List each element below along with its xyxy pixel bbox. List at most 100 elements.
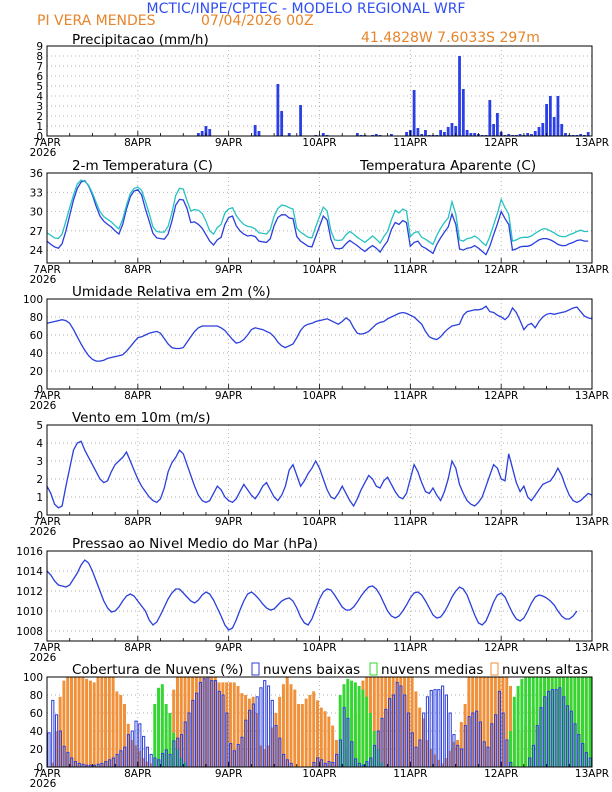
cloud-bar-high [263, 749, 267, 767]
legend-low: nuvens baixas [263, 662, 360, 678]
cloud-bar-high [62, 680, 66, 767]
cloud-bar-mid [338, 695, 342, 767]
cloud-bar-high [274, 713, 278, 767]
wind-ytick-label: 4 [36, 438, 43, 450]
pressure-ytick-label: 1008 [16, 626, 43, 638]
cloud-bar-high [509, 686, 513, 767]
precip-bar [518, 134, 522, 136]
precip-bar [253, 125, 257, 136]
cloud-bar-high [463, 704, 467, 767]
pressure-ytick-label: 1016 [16, 546, 43, 558]
cloud-bar-high [213, 677, 217, 767]
precip-bar [533, 131, 537, 136]
cloud-bar-mid [577, 677, 581, 767]
cloud-bar-high [122, 704, 126, 767]
cloud-bar-high [221, 682, 225, 767]
cloud-bar-high [501, 677, 505, 767]
cloud-bar-high [191, 677, 195, 767]
cloud-bar-mid [168, 713, 172, 767]
temperature-series-1 [46, 179, 589, 247]
cloud-bar-mid [565, 677, 569, 767]
cloud-bar-high [66, 677, 70, 767]
clouds-ytick-label: 60 [30, 708, 43, 720]
pressure-series-0 [46, 559, 578, 631]
pressure-xtick-label: 8APR [124, 642, 152, 654]
wind-xtick-label: 11APR [393, 516, 427, 528]
clouds-ytick-label: 80 [30, 690, 43, 702]
cloud-bar-high [104, 677, 108, 767]
wind-xtick-label: 8APR [124, 516, 152, 528]
legend-high: nuvens altas [502, 662, 588, 678]
cloud-bar-high [293, 689, 297, 767]
cloud-bar-low [51, 699, 55, 768]
wind-ytick-label: 2 [36, 474, 43, 486]
cloud-bar-high [482, 677, 486, 767]
cloud-bar-mid [569, 677, 573, 767]
pressure-title: Pressao ao Nivel Medio do Mar (hPa) [72, 536, 318, 552]
cloud-bar-high [115, 691, 119, 767]
cloud-bar-high [54, 731, 58, 767]
clouds-ytick-label: 100 [23, 672, 43, 684]
precip-ytick-label: 7 [36, 61, 43, 73]
humidity-xtick-label: 10APR [302, 390, 336, 402]
cloud-bar-high [403, 677, 407, 767]
humidity-title: Umidade Relativa em 2m (%) [72, 284, 271, 300]
wind-ytick-label: 3 [36, 456, 43, 468]
wind-ytick-label: 5 [36, 420, 43, 432]
precip-bar [208, 129, 212, 136]
cloud-bar-high [437, 759, 441, 767]
humidity-xtick-label: 11APR [393, 390, 427, 402]
pressure-ytick-label: 1010 [16, 606, 43, 618]
clouds-xtick-label: 11APR [393, 768, 427, 780]
cloud-bar-high [433, 754, 437, 767]
precip-title: Precipitacao (mm/h) [72, 32, 209, 48]
temperature-ytick-label: 27 [30, 226, 43, 238]
cloud-bar-mid [372, 731, 376, 767]
cloud-bar-high [126, 723, 130, 767]
cloud-bar-mid [524, 677, 528, 767]
cloud-bar-high [372, 677, 376, 767]
cloud-bar-high [387, 677, 391, 767]
precip-ytick-label: 3 [36, 101, 43, 113]
cloud-bar-high [130, 740, 134, 767]
precip-bar [564, 133, 567, 136]
cloud-bar-high [319, 707, 323, 767]
cloud-bar-high [228, 682, 232, 767]
cloud-bar-mid [554, 677, 558, 767]
precip-bar [556, 96, 560, 136]
humidity-ytick-label: 20 [30, 366, 43, 378]
cloud-bar-mid [543, 677, 547, 767]
cloud-bar-high [202, 677, 206, 767]
cloud-bar-mid [164, 704, 168, 767]
cloud-bar-high [96, 677, 100, 767]
precip-xtick-label: 13APR [575, 137, 609, 149]
precip-bar [488, 100, 492, 136]
cloud-bar-mid [539, 677, 543, 767]
temperature-series-0 [46, 179, 589, 256]
precip-bar [200, 131, 204, 136]
legend-mid: nuvens medias [381, 662, 483, 678]
cloud-bar-high [505, 677, 509, 767]
precip-bar [420, 134, 424, 136]
cloud-bar-high [107, 677, 111, 767]
temperature-xtick-label: 8APR [124, 264, 152, 276]
clouds-xtick-label: 12APR [484, 768, 518, 780]
cloud-bar-mid [550, 677, 554, 767]
cloud-bar-high [300, 704, 304, 767]
header-title: MCTIC/INPE/CPTEC - MODELO REGIONAL WRF [147, 1, 466, 17]
cloud-bar-high [289, 684, 293, 767]
precip-bar [424, 130, 427, 136]
temperature-ytick-label: 36 [30, 168, 44, 180]
cloud-bar-high [217, 682, 221, 767]
cloud-bar-high [111, 677, 115, 767]
pressure-xtick-label: 13APR [575, 642, 609, 654]
cloud-bar-high [100, 677, 104, 767]
cloud-bar-high [414, 691, 418, 767]
cloud-bar-mid [520, 678, 524, 767]
cloud-bar-high [73, 677, 77, 767]
pressure-ytick-label: 1012 [16, 586, 43, 598]
humidity-ytick-label: 0 [36, 384, 43, 396]
cloud-bar-high [285, 677, 289, 767]
header-run: 07/04/2026 00Z [201, 13, 314, 29]
temperature-ytick-label: 24 [30, 245, 44, 257]
